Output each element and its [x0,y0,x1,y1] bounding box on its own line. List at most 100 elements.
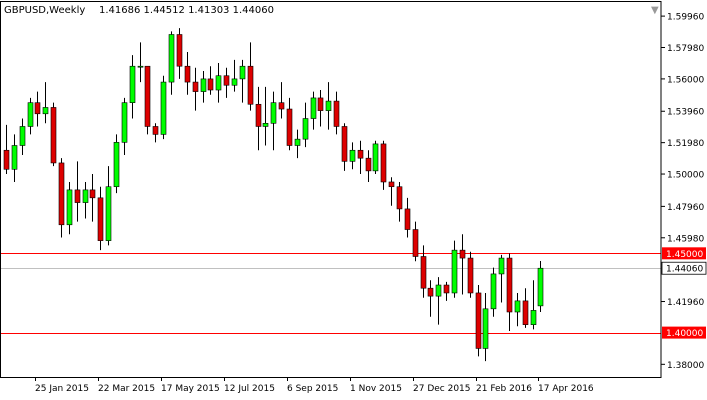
candle[interactable] [530,280,537,330]
candle[interactable] [475,285,482,357]
candle[interactable] [302,102,309,148]
candle-body [294,138,301,146]
candle[interactable] [286,97,293,151]
candle[interactable] [200,70,207,103]
candle[interactable] [537,261,544,312]
candle[interactable] [247,42,254,111]
candle[interactable] [231,59,238,92]
candle[interactable] [144,65,151,135]
candle-body [380,143,387,183]
candle[interactable] [396,181,403,222]
candle[interactable] [427,280,434,317]
candle-body [490,273,497,310]
candle[interactable] [506,253,513,332]
horizontal-price-lines [0,253,661,334]
candle[interactable] [349,142,356,170]
candle-body [482,308,489,349]
candle[interactable] [490,267,497,317]
candle-body [310,97,317,119]
candle-body [247,65,254,105]
candle[interactable] [223,67,230,98]
candle[interactable] [310,91,317,130]
candle-body [302,118,309,140]
candles-group[interactable] [3,28,544,362]
candle[interactable] [317,90,324,127]
candle[interactable] [74,161,81,222]
x-tick-label: 21 Feb 2016 [476,384,532,394]
candle[interactable] [160,75,167,140]
candle[interactable] [121,97,128,156]
y-tick-label: 1.47960 [667,203,704,213]
x-tick-label: 1 Nov 2015 [350,384,402,394]
candle[interactable] [459,234,466,295]
candle[interactable] [113,134,120,194]
candle[interactable] [333,91,340,135]
candle-body [412,229,419,257]
collapse-arrow-icon[interactable]: ▼ [651,5,659,16]
candle[interactable] [412,221,419,262]
candle[interactable] [3,124,10,175]
candle[interactable] [19,118,26,156]
candle[interactable] [168,31,175,95]
candle[interactable] [255,86,262,151]
candle-body [349,149,356,162]
candle-body [223,75,230,86]
candle[interactable] [176,28,183,79]
candle-body [396,186,403,210]
candle[interactable] [192,67,199,111]
candle-body [184,65,191,83]
candle[interactable] [11,134,18,182]
candle-body [152,126,159,135]
candle[interactable] [380,140,387,190]
candle[interactable] [89,174,96,222]
candle-body [427,287,434,297]
candle[interactable] [372,140,379,175]
candle[interactable] [420,245,427,298]
candle[interactable] [27,97,34,135]
candle[interactable] [207,66,214,95]
candle[interactable] [514,292,521,327]
candle[interactable] [467,251,474,298]
candle[interactable] [443,281,450,301]
candle[interactable] [294,129,301,159]
candle[interactable] [239,59,246,103]
candle[interactable] [105,166,112,246]
candle[interactable] [42,82,49,124]
candle-body [341,126,348,162]
candle[interactable] [325,82,332,130]
candle[interactable] [137,42,144,83]
candle[interactable] [365,150,372,182]
y-tick-label: 1.56000 [667,75,704,85]
candle[interactable] [357,140,364,175]
x-tick-label: 27 Dec 2015 [413,384,471,394]
candle[interactable] [435,277,442,325]
candle[interactable] [482,292,489,362]
candle[interactable] [184,51,191,95]
candle-body [144,65,151,127]
candle-body [372,143,379,172]
candle[interactable] [129,55,136,119]
candle[interactable] [404,197,411,238]
candle-body [239,65,246,80]
candle[interactable] [152,123,159,143]
candle[interactable] [341,123,348,171]
candle[interactable] [522,288,529,328]
candle[interactable] [97,186,104,251]
candle[interactable] [388,177,395,206]
current-price-tag [661,261,707,275]
candle-body [66,189,73,226]
candle[interactable] [278,82,285,119]
candle[interactable] [262,86,269,146]
candle[interactable] [498,254,505,303]
candle[interactable] [66,181,73,235]
candle[interactable] [215,63,222,103]
candle[interactable] [270,91,277,151]
candle[interactable] [58,158,65,238]
candle-body [325,100,332,111]
candle-body [270,102,277,124]
candle[interactable] [50,102,57,167]
candle[interactable] [82,181,89,219]
candle[interactable] [451,240,458,298]
candle[interactable] [34,91,41,127]
